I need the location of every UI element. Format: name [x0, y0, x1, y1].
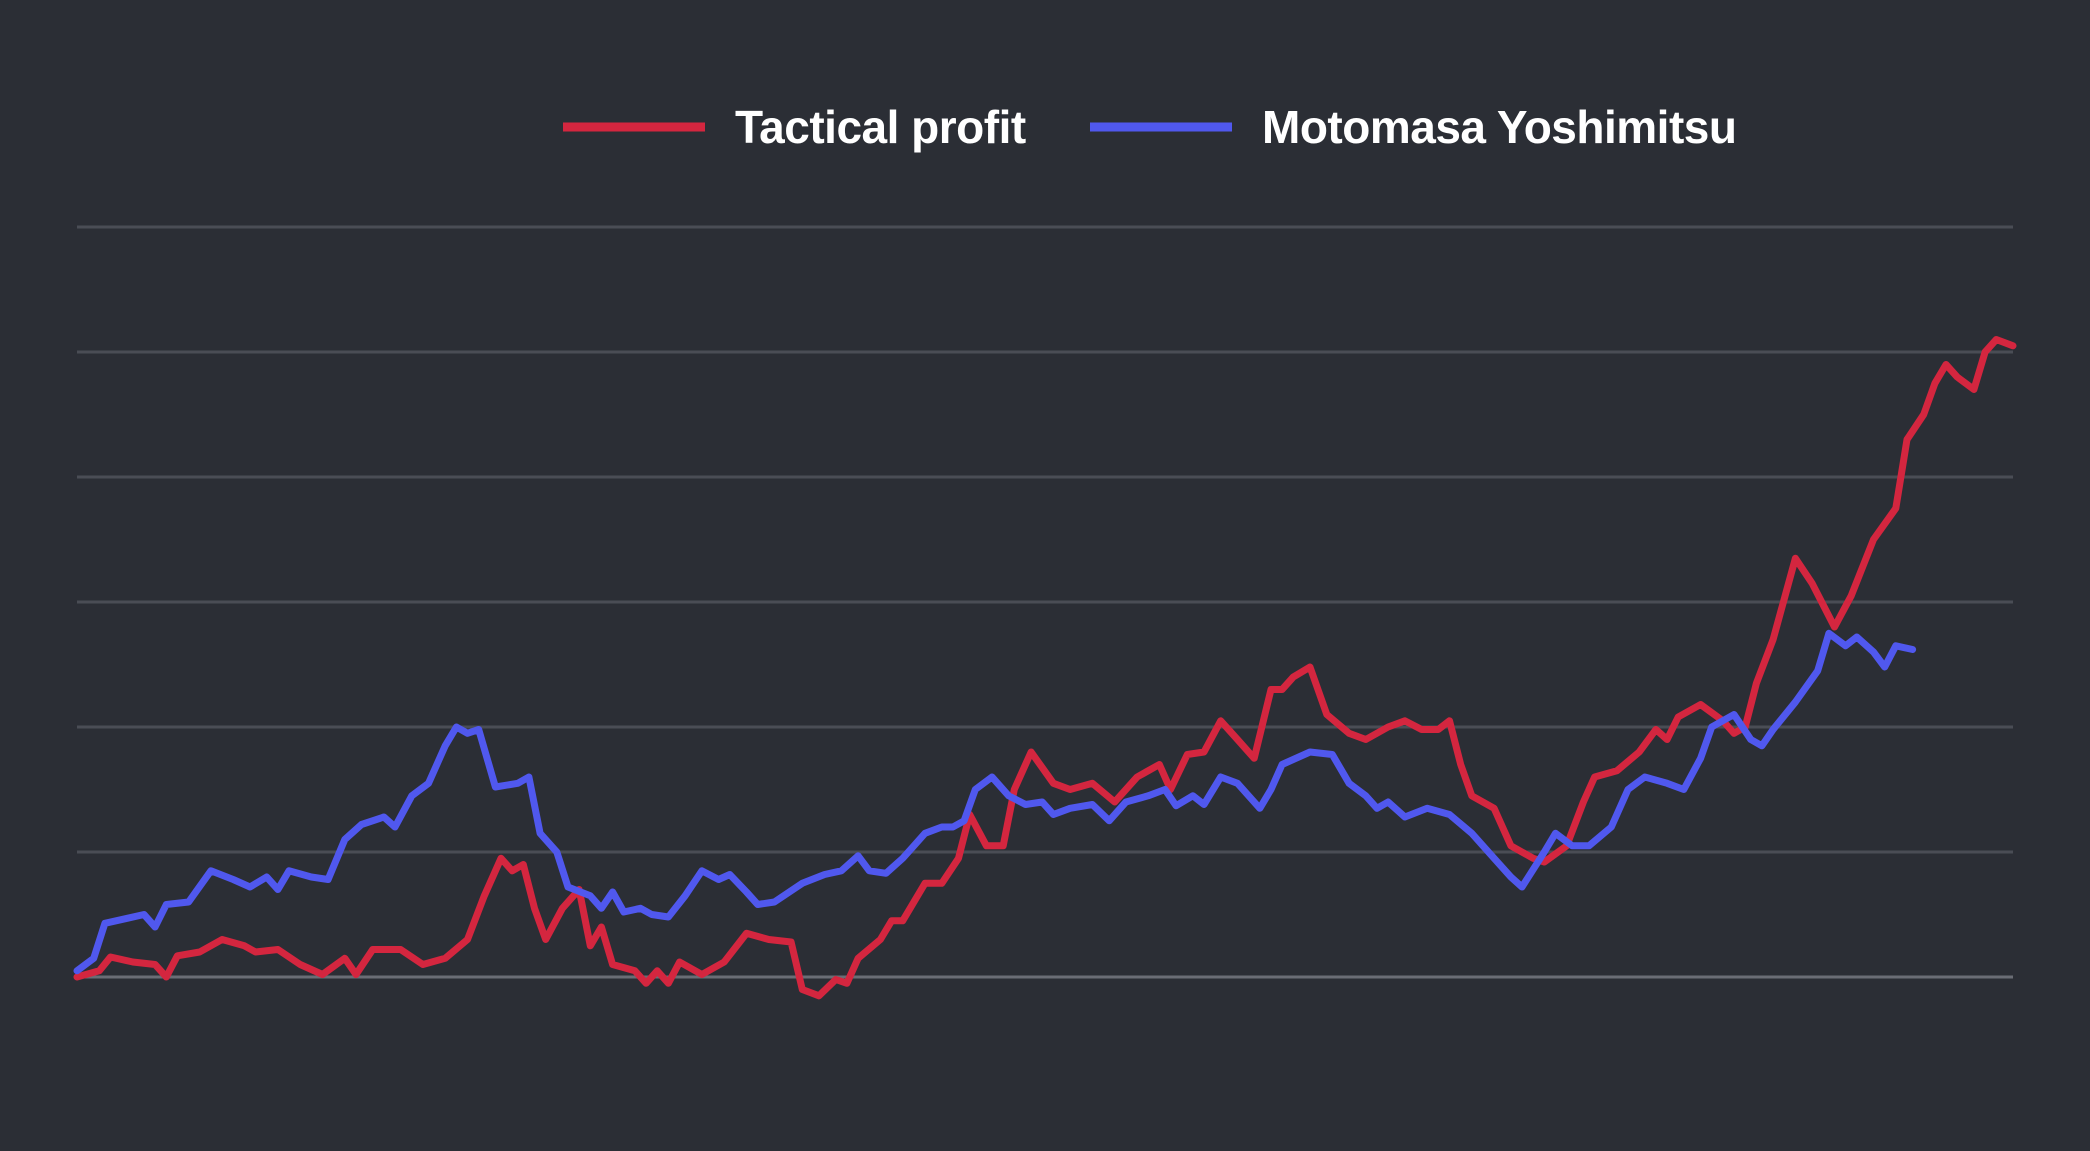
gridlines	[77, 225, 2013, 979]
legend: Tactical profit Motomasa Yoshimitsu	[563, 101, 1737, 153]
series-line-tactical-profit	[73, 336, 2017, 1000]
legend-label: Tactical profit	[735, 101, 1026, 153]
legend-label: Motomasa Yoshimitsu	[1262, 101, 1736, 153]
series-lines	[73, 336, 2017, 1000]
series-line-motomasa-yoshimitsu	[73, 629, 1917, 975]
